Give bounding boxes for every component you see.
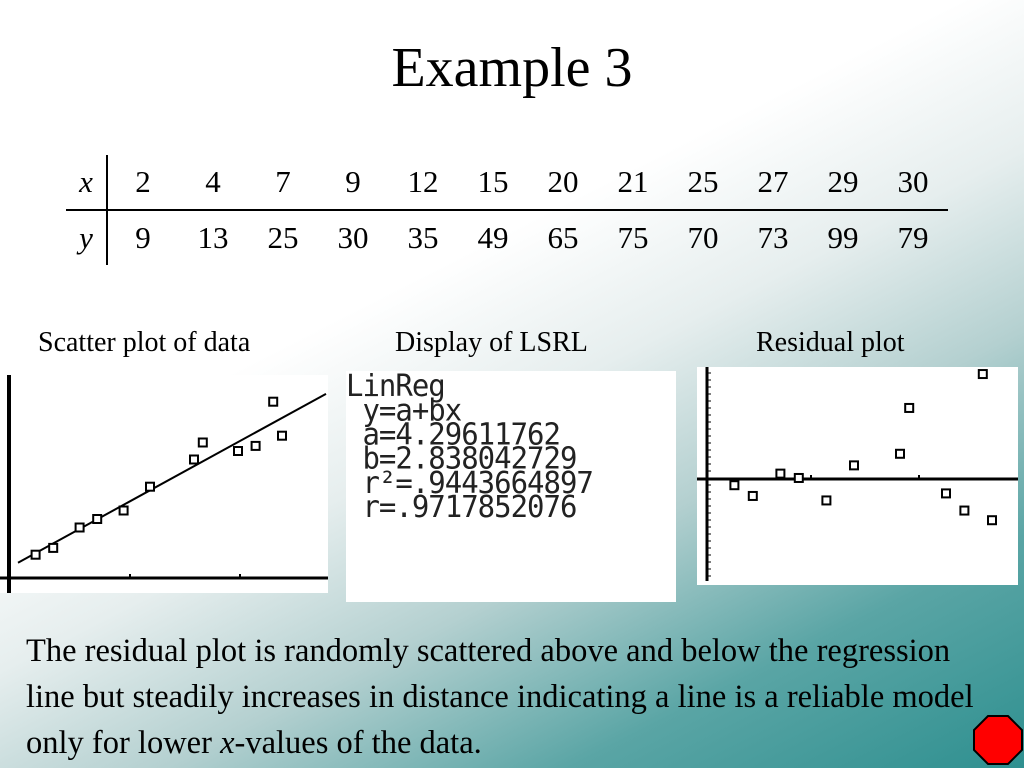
x-cell: 4: [178, 155, 248, 211]
data-point: [189, 454, 199, 465]
data-point: [268, 396, 279, 407]
x-cell: 9: [318, 155, 388, 211]
residual-point: [849, 460, 859, 471]
residual-plot-panel: [697, 367, 1018, 585]
residual-plot: [697, 367, 1018, 581]
residual-point: [821, 495, 832, 506]
calc-line: r=.9717852076: [346, 488, 577, 525]
data-point: [30, 549, 41, 560]
y-cell: 65: [547, 220, 579, 255]
calc-line: b=2.838042729: [346, 440, 577, 476]
data-point: [197, 437, 208, 448]
x-cell: 29: [808, 155, 878, 211]
residual-point: [747, 490, 758, 501]
lsrl-display: LinReg y=a+bx a=4.29611762 b=2.838042729…: [346, 371, 676, 602]
y-cell: 35: [407, 220, 439, 255]
residual-point: [977, 369, 988, 380]
y-cell: 79: [897, 220, 929, 255]
caption-lsrl: Display of LSRL: [395, 327, 588, 358]
scatter-plot: [0, 375, 328, 593]
calc-line: a=4.29611762: [346, 416, 561, 452]
explanation-var: x: [220, 725, 235, 761]
data-point: [145, 481, 155, 492]
calc-line: LinReg: [346, 371, 446, 404]
explanation-part1: The residual plot is randomly scattered …: [26, 633, 974, 761]
residual-point: [959, 505, 970, 516]
y-cell: 73: [757, 220, 789, 255]
residual-point: [793, 472, 804, 483]
caption-scatter: Scatter plot of data: [38, 327, 251, 358]
explanation-part2: -values of the data.: [234, 725, 482, 761]
y-cell: 49: [477, 220, 509, 255]
x-cell: 20: [528, 155, 598, 211]
calc-line: r²=.9443664897: [346, 464, 593, 501]
y-cell: 70: [687, 220, 719, 255]
residual-point: [941, 488, 951, 499]
scatter-plot-panel: [0, 375, 328, 593]
calc-line: y=a+bx: [346, 392, 462, 428]
x-cell: 27: [738, 155, 808, 211]
x-cell: 12: [388, 155, 458, 211]
stop-sign-icon[interactable]: [972, 714, 1024, 766]
data-point: [250, 440, 261, 451]
x-label: x: [66, 155, 108, 211]
y-cell: 30: [337, 220, 369, 255]
residual-point: [895, 448, 905, 459]
data-point: [233, 446, 243, 456]
explanation-text: The residual plot is randomly scattered …: [26, 628, 1001, 766]
y-cell: 25: [267, 220, 299, 255]
y-cell: 13: [197, 220, 229, 255]
residual-point: [987, 515, 997, 526]
x-cell: 25: [668, 155, 738, 211]
y-label: y: [66, 210, 108, 265]
slide-title: Example 3: [391, 37, 633, 99]
table-row-x: x 2 4 7 9 12 15 20 21 25 27 29 30: [66, 155, 948, 211]
data-point: [277, 430, 287, 441]
x-cell: 2: [107, 155, 178, 211]
y-cell: 9: [135, 220, 151, 255]
y-cell: 75: [617, 220, 649, 255]
x-cell: 15: [458, 155, 528, 211]
residual-point: [904, 402, 915, 413]
data-point: [92, 514, 103, 524]
x-cell: 21: [598, 155, 668, 211]
data-point: [74, 522, 85, 533]
data-table: x 2 4 7 9 12 15 20 21 25 27 29 30 y 9 13…: [66, 155, 948, 265]
data-point: [48, 542, 59, 553]
residual-point: [729, 480, 740, 491]
residual-point: [775, 468, 786, 479]
table-row-y: y 9 13 25 30 35 49 65 75 70 73 99 79: [66, 210, 948, 265]
y-cell: 99: [827, 220, 859, 255]
x-cell: 30: [878, 155, 948, 211]
x-cell: 7: [248, 155, 318, 211]
data-point: [118, 505, 129, 516]
caption-residual: Residual plot: [756, 327, 905, 358]
regression-line: [17, 392, 327, 564]
